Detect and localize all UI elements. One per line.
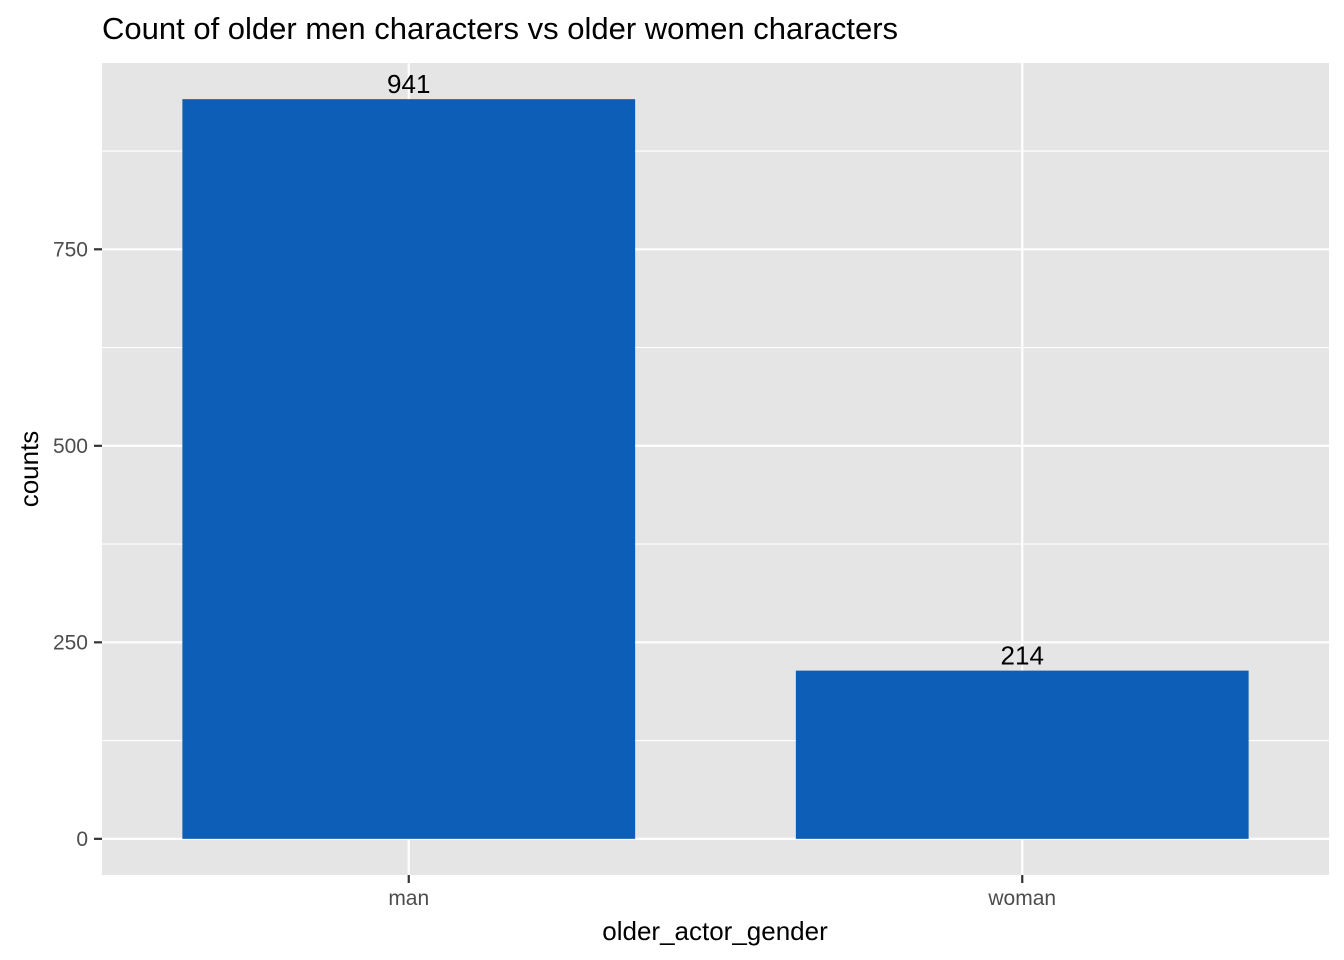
data-labels: 941 214 [387, 69, 1044, 670]
y-tick-label: 0 [76, 828, 88, 851]
data-label-woman: 214 [1001, 641, 1044, 671]
data-label-man: 941 [387, 69, 430, 99]
x-tick-label-woman: woman [987, 887, 1056, 910]
bar-man [182, 99, 636, 839]
y-tick-label: 250 [53, 631, 88, 654]
y-axis: 0 250 500 750 [53, 238, 102, 851]
bar-woman [795, 670, 1249, 839]
x-tick-label-man: man [388, 887, 429, 910]
bars [182, 99, 1249, 839]
y-axis-title: counts [14, 431, 44, 508]
chart-title: Count of older men characters vs older w… [102, 11, 898, 46]
x-axis-title: older_actor_gender [602, 916, 828, 946]
x-axis: man woman [388, 875, 1056, 910]
y-tick-label: 750 [53, 238, 88, 261]
y-tick-label: 500 [53, 435, 88, 458]
